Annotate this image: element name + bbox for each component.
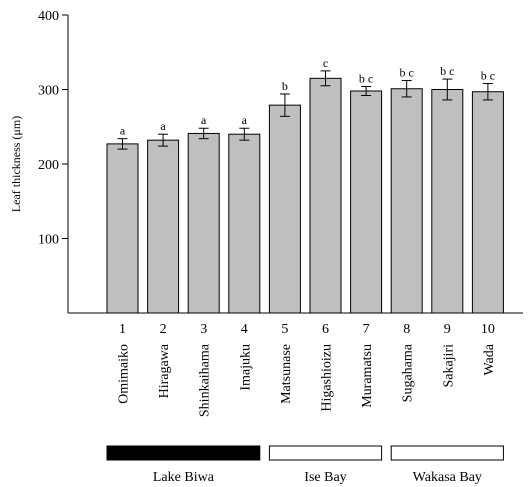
y-axis-label: Leaf thickness (μm) bbox=[9, 116, 23, 212]
site-name-label: Hiragawa bbox=[157, 343, 172, 398]
significance-letter: b bbox=[282, 79, 288, 93]
region-bar bbox=[390, 445, 504, 461]
bar bbox=[471, 91, 504, 314]
significance-letter: a bbox=[160, 119, 166, 133]
significance-letter: b c bbox=[481, 69, 495, 83]
x-tick-label: 6 bbox=[322, 322, 329, 337]
bar bbox=[268, 104, 301, 314]
significance-letter: a bbox=[242, 113, 248, 127]
site-name-label: Shinkaihama bbox=[198, 343, 213, 417]
x-tick-label: 5 bbox=[281, 322, 288, 337]
x-labels: 1 Omimaiko 2 Hiragawa 3 Shinkaihama 4 Imajuku 5 M… bbox=[117, 322, 497, 417]
significance-letter: a bbox=[201, 113, 207, 127]
region-label: Ise Bay bbox=[304, 470, 346, 485]
region-legend: Lake Biwa Ise Bay Wakasa Bay bbox=[106, 445, 504, 485]
bar bbox=[228, 133, 261, 314]
bar bbox=[187, 132, 220, 314]
bar bbox=[147, 139, 180, 314]
region-bar bbox=[268, 445, 383, 461]
region-label: Lake Biwa bbox=[153, 470, 215, 485]
x-tick-label: 9 bbox=[444, 322, 451, 337]
x-tick-label: 8 bbox=[403, 322, 410, 337]
y-tick-label: 100 bbox=[38, 233, 59, 248]
x-tick-label: 2 bbox=[160, 322, 167, 337]
site-name-label: Muramatsu bbox=[360, 344, 375, 408]
significance-letter: c bbox=[323, 56, 328, 70]
x-tick-label: 4 bbox=[241, 322, 248, 337]
region-bar bbox=[106, 445, 261, 461]
region-label: Wakasa Bay bbox=[413, 470, 482, 485]
y-tick-label: 300 bbox=[38, 84, 59, 99]
bar bbox=[309, 77, 342, 314]
significance-letter: a bbox=[120, 124, 126, 138]
site-name-label: Matsunase bbox=[279, 344, 294, 404]
y-tick-label: 400 bbox=[38, 9, 59, 24]
x-tick-label: 10 bbox=[481, 322, 495, 337]
site-name-label: Sugahama bbox=[401, 343, 416, 402]
bars: a a a a b c b c b c b c b c bbox=[106, 56, 504, 314]
x-tick-label: 3 bbox=[200, 322, 207, 337]
bar bbox=[350, 90, 383, 314]
bar bbox=[106, 143, 139, 314]
site-name-label: Sakajiri bbox=[441, 344, 456, 388]
y-ticks: 100 200 300 400 bbox=[38, 9, 68, 248]
significance-letter: b c bbox=[440, 64, 454, 78]
site-name-label: Wada bbox=[482, 343, 497, 375]
y-tick-label: 200 bbox=[38, 158, 59, 173]
site-name-label: Omimaiko bbox=[117, 344, 132, 404]
y-axis: 100 200 300 400 Leaf thickness (μm) bbox=[9, 9, 69, 313]
site-name-label: Higashioizu bbox=[320, 344, 335, 412]
x-tick-label: 1 bbox=[119, 322, 126, 337]
x-tick-label: 7 bbox=[363, 322, 370, 337]
significance-letter: b c bbox=[400, 66, 414, 80]
bar bbox=[431, 89, 464, 314]
significance-letter: b c bbox=[359, 72, 373, 86]
bar bbox=[390, 88, 423, 314]
site-name-label: Imajuku bbox=[238, 344, 253, 391]
